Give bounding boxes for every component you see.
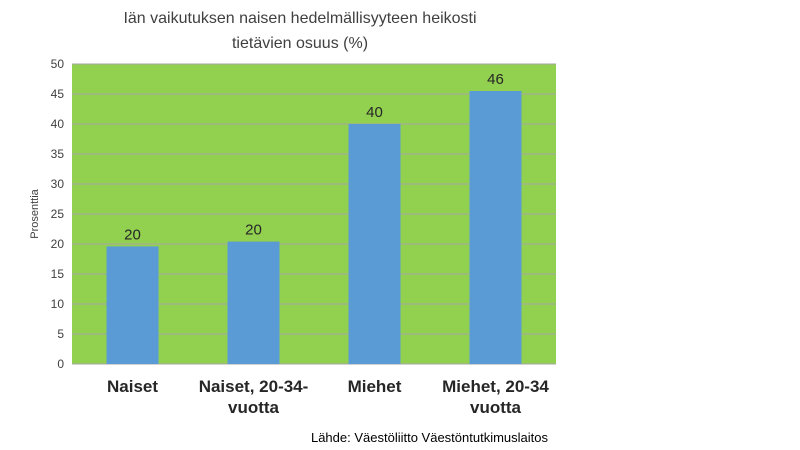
data-label: 40 — [366, 104, 383, 121]
chart-title-line-1: Iän vaikutuksen naisen hedelmällisyyteen… — [123, 10, 476, 27]
y-tick-label: 15 — [51, 267, 65, 281]
category-label: vuotta — [228, 398, 280, 417]
y-tick-label: 0 — [57, 357, 64, 371]
y-axis-ticks: 0 5 10 15 20 25 30 35 40 45 50 — [51, 57, 65, 371]
y-tick-label: 35 — [51, 147, 65, 161]
y-tick-label: 25 — [51, 207, 65, 221]
y-tick-label: 20 — [51, 237, 65, 251]
category-label: Naiset — [107, 377, 158, 396]
category-label: Miehet, 20-34 — [442, 377, 549, 396]
y-tick-label: 40 — [51, 117, 65, 131]
y-tick-label: 45 — [51, 87, 65, 101]
data-label: 46 — [487, 71, 504, 88]
data-label: 20 — [124, 226, 141, 243]
data-label: 20 — [245, 222, 262, 239]
y-tick-label: 5 — [57, 327, 64, 341]
bars: 20 20 40 46 — [106, 71, 522, 364]
y-tick-label: 30 — [51, 177, 65, 191]
bar — [227, 241, 280, 364]
category-label: vuotta — [470, 398, 522, 417]
category-label: Miehet — [348, 377, 402, 396]
chart-title-line-2: tietävien osuus (%) — [232, 35, 368, 52]
x-axis-labels: Naiset Naiset, 20-34- vuotta Miehet Miehet, … — [107, 377, 549, 417]
y-tick-label: 50 — [51, 57, 65, 71]
bar — [106, 246, 159, 364]
bar — [469, 91, 522, 364]
category-label: Naiset, 20-34- — [199, 377, 309, 396]
source-note: Lähde: Väestöliitto Väestöntutkimuslaito… — [311, 430, 549, 445]
y-axis-label: Prosenttia — [29, 188, 41, 238]
y-tick-label: 10 — [51, 297, 65, 311]
bar — [348, 124, 401, 364]
